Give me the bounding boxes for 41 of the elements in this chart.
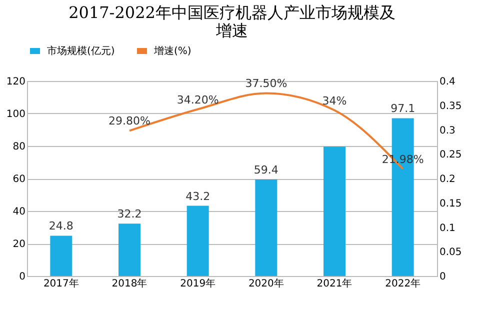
x-tick-label: 2019年	[180, 278, 216, 290]
data-label: 59.4	[254, 163, 278, 176]
bar	[324, 146, 346, 276]
data-label: 34%	[322, 94, 347, 108]
x-tick-label: 2020年	[248, 278, 284, 290]
data-label: 24.8	[48, 220, 74, 233]
bar	[186, 206, 209, 276]
y2-tick-label: 0.25	[440, 150, 462, 161]
y-tick-label: 40	[12, 206, 26, 218]
data-label: 21.98%	[382, 152, 424, 166]
bar	[255, 179, 278, 276]
legend-label: 市场规模(亿元)	[47, 45, 115, 57]
x-tick-label: 2022年	[385, 278, 421, 290]
text: 增速	[216, 21, 248, 40]
legend-label: 增速(%)	[153, 45, 192, 57]
y-tick-label: 120	[6, 76, 26, 88]
y2-tick-label: 0.3	[440, 125, 456, 136]
text: 2017-2022年中国医疗机器人产业市场规模及	[68, 3, 396, 22]
bar	[50, 236, 72, 276]
data-label: 43.2	[186, 190, 210, 203]
y2-tick-label: 0.2	[440, 174, 456, 185]
y2-tick-label: 0.15	[440, 198, 462, 210]
y-tick-label: 0	[19, 272, 26, 282]
data-label: 37.50%	[245, 77, 288, 90]
data-label: 97.1	[390, 102, 416, 116]
data-label: 29.80%	[108, 114, 150, 128]
bar	[118, 224, 140, 276]
data-label: 32.2	[117, 208, 142, 221]
y-tick-label: 60	[12, 174, 26, 185]
x-tick-label: 2018年	[112, 278, 148, 290]
y-tick-label: 20	[12, 239, 26, 250]
y2-tick-label: 0.05	[440, 247, 462, 258]
y-tick-label: 80	[12, 142, 26, 152]
y2-tick-label: 0.1	[440, 222, 456, 234]
y-tick-label: 100	[6, 109, 26, 120]
data-label: 34.20%	[176, 93, 219, 106]
y2-tick-label: 0	[440, 272, 446, 282]
x-tick-label: 2021年	[316, 278, 352, 290]
x-tick-label: 2017年	[43, 278, 79, 290]
y2-tick-label: 0.4	[440, 76, 456, 88]
y2-tick-label: 0.35	[440, 100, 462, 112]
